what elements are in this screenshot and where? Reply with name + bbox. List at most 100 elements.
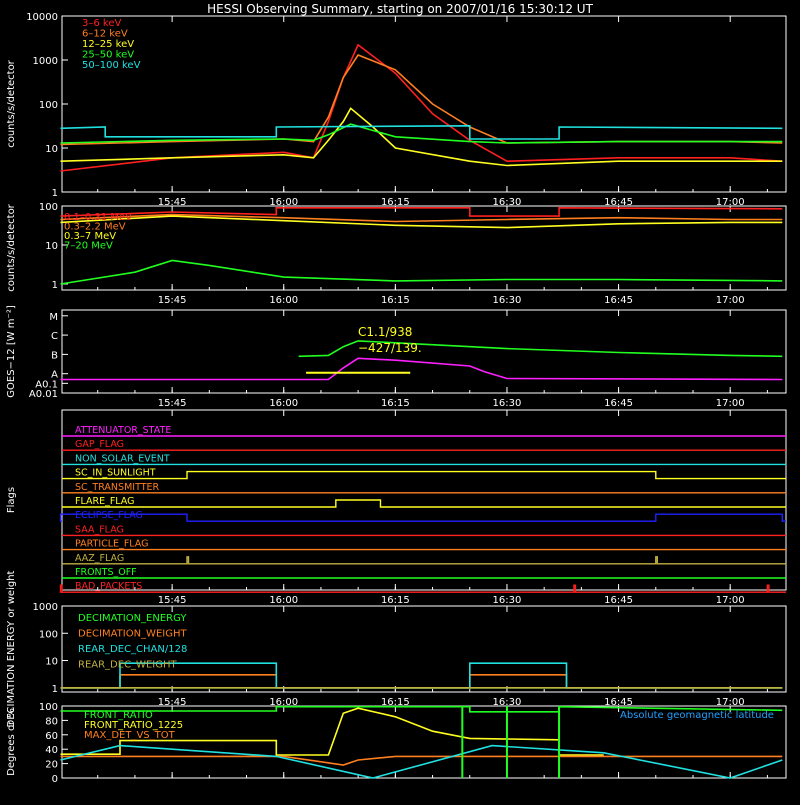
series-line-6-12-keV (60, 54, 783, 146)
time-tick-label: 16:30 (493, 398, 522, 409)
series-line-25-50-keV (60, 123, 783, 144)
legend-entry: 6–12 keV (82, 29, 128, 40)
time-tick-label: 16:15 (381, 295, 410, 306)
time-tick-label: 17:00 (716, 295, 745, 306)
time-tick-label: 16:45 (604, 697, 633, 708)
time-tick-label: 16:00 (269, 295, 298, 306)
y-tick-label: A0.1 (35, 379, 58, 390)
time-tick-label: 16:15 (381, 595, 410, 606)
time-tick-label: 16:30 (493, 697, 522, 708)
flag-label: SC_TRANSMITTER (75, 482, 160, 493)
legend-entry: MAX_DET_VS_TOT (84, 730, 176, 741)
series-line-GOES-0-5-4- (60, 357, 783, 381)
flag-line-eclipse_flag (59, 513, 786, 522)
time-tick-label: 16:30 (493, 295, 522, 306)
time-tick-label: 16:15 (381, 197, 410, 208)
time-tick-label: 15:45 (158, 697, 187, 708)
series-line-DECIMATION_WEIGHT (60, 673, 783, 689)
y-tick-label: 1000 (33, 56, 58, 67)
y-tick-label: A (51, 370, 58, 381)
y-axis-label: Degrees or % (6, 708, 17, 776)
chart-title: HESSI Observing Summary, starting on 200… (207, 2, 593, 16)
legend-entry: 12–25 keV (82, 39, 134, 50)
y-tick-label: 100 (39, 100, 58, 111)
y-tick-label: 100 (39, 202, 58, 213)
legend-entry: 25–50 keV (82, 50, 134, 61)
time-tick-label: 16:00 (269, 398, 298, 409)
y-tick-label: M (49, 312, 58, 323)
time-tick-label: 17:00 (716, 398, 745, 409)
y-tick-label: 1000 (33, 602, 58, 613)
y-tick-label: A0.01 (29, 389, 58, 400)
flag-label: ECLIPSE_FLAG (75, 510, 143, 521)
goes-annotation: C1.1/938 (358, 325, 412, 339)
y-tick-label: 1 (52, 684, 58, 695)
series-line-50-100-keV (60, 124, 783, 140)
time-tick-label: 17:00 (716, 595, 745, 606)
legend-entry: FRONT_RATIO_1225 (84, 720, 183, 731)
flag-label: FRONTS_OFF (75, 567, 137, 578)
legend-entry: 3–6 keV (82, 18, 121, 29)
legend-entry: 50–100 keV (82, 60, 141, 71)
panel-frame-flags (61, 409, 787, 591)
panel-frame-gamma (61, 205, 787, 291)
flag-label: SC_IN_SUNLIGHT (75, 468, 156, 479)
y-tick-label: 100 (39, 629, 58, 640)
series-line-GOES-1-8- (298, 340, 783, 358)
legend-entry: 0.3–2.2 MeV (64, 222, 126, 233)
y-axis-label: DECIMATION ENERGY or weight (6, 570, 17, 727)
time-tick-label: 16:00 (269, 197, 298, 208)
time-tick-label: 15:45 (158, 197, 187, 208)
panel-frame-goes (61, 309, 787, 394)
y-tick-label: 40 (45, 745, 58, 756)
y-tick-label: 1 (52, 280, 58, 291)
y-tick-label: 10 (45, 144, 58, 155)
time-tick-label: 16:00 (269, 697, 298, 708)
time-tick-label: 16:30 (493, 197, 522, 208)
series-line-3-6-keV (60, 43, 783, 172)
flag-label: BAD_PACKETS (75, 581, 142, 592)
time-tick-label: 16:30 (493, 595, 522, 606)
goes-annotation: −427/139. (358, 341, 422, 355)
y-tick-label: 100 (39, 702, 58, 713)
flag-label: NON_SOLAR_EVENT (75, 453, 170, 464)
legend-entry: FRONT_RATIO (84, 710, 153, 721)
legend-entry: 0.3–7 MeV (64, 231, 116, 242)
y-axis-label: GOES−12 [W m⁻²] (6, 305, 17, 398)
y-tick-label: 1 (52, 188, 58, 199)
y-tick-label: 20 (45, 760, 58, 771)
flag-line-aaz_flag (62, 556, 786, 565)
flag-line-sc_in_sunlight (62, 470, 786, 480)
flag-label: AAZ_FLAG (75, 553, 124, 564)
legend-entry: REAR_DEC_CHAN/128 (78, 644, 187, 655)
flag-label: GAP_FLAG (75, 439, 124, 450)
time-tick-label: 16:15 (381, 398, 410, 409)
legend-entry: DECIMATION_WEIGHT (78, 629, 187, 640)
flag-line-flare_flag (62, 499, 786, 508)
legend-entry: 7–20 MeV (64, 241, 113, 252)
time-tick-label: 15:45 (158, 295, 187, 306)
flag-label: FLARE_FLAG (75, 496, 135, 507)
y-axis-label: counts/s/detector (6, 203, 17, 291)
y-tick-label: 0 (52, 774, 58, 785)
series-line-MAX_DET_VS_TOT (60, 755, 783, 766)
legend-entry: REAR_DEC_WEIGHT (78, 660, 177, 671)
time-tick-label: 16:15 (381, 697, 410, 708)
time-tick-label: 16:45 (604, 295, 633, 306)
series-line-12-25-keV (60, 107, 783, 167)
legend-entry: 0.1–0.31 MeV (64, 212, 132, 223)
legend-entry: DECIMATION_ENERGY (78, 613, 187, 624)
time-tick-label: 16:45 (604, 197, 633, 208)
time-tick-label: 17:00 (716, 197, 745, 208)
flag-label: PARTICLE_FLAG (75, 539, 148, 550)
time-tick-label: 16:45 (604, 398, 633, 409)
panel-frame-decimation (61, 605, 787, 693)
y-tick-label: 10 (45, 657, 58, 668)
y-tick-label: 60 (45, 731, 58, 742)
geomag-latitude-label: Absolute geomagnetic latitude (620, 710, 774, 721)
time-tick-label: 15:45 (158, 595, 187, 606)
y-tick-label: C (51, 331, 58, 342)
flag-line-bad_packets (59, 584, 786, 593)
